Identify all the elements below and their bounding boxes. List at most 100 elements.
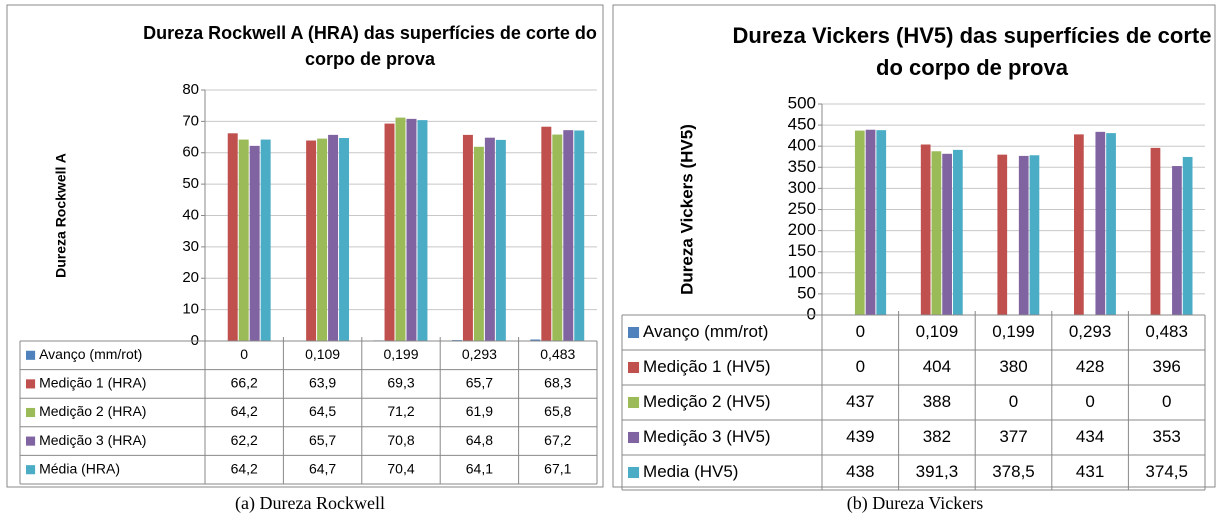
chart-frame bbox=[612, 4, 1216, 488]
legend-label: Medição 1 (HRA) bbox=[39, 375, 146, 391]
table-cell: 66,2 bbox=[231, 375, 258, 391]
y-tick-label: 30 bbox=[182, 238, 199, 255]
table-cell: 396 bbox=[1153, 357, 1181, 376]
table-cell: 378,5 bbox=[992, 462, 1035, 481]
bar bbox=[942, 153, 952, 315]
table-cell: 67,1 bbox=[544, 460, 571, 476]
legend-key bbox=[26, 350, 36, 360]
bar bbox=[1029, 155, 1040, 315]
legend-label: Media (HV5) bbox=[643, 462, 738, 481]
table-cell: 374,5 bbox=[1145, 462, 1188, 481]
table-cell: 65,7 bbox=[309, 432, 336, 448]
chart-frame bbox=[6, 4, 604, 488]
table-cell: 0,109 bbox=[305, 346, 340, 362]
bar bbox=[931, 151, 942, 315]
table-cell: 0 bbox=[1009, 392, 1018, 411]
table-cell: 0 bbox=[1085, 392, 1094, 411]
bar bbox=[462, 134, 473, 341]
table-cell: 64,5 bbox=[309, 403, 336, 419]
bar bbox=[541, 126, 552, 342]
bar bbox=[1172, 166, 1182, 315]
bar bbox=[260, 139, 271, 341]
table-cell: 0 bbox=[1162, 392, 1171, 411]
bar bbox=[530, 339, 541, 341]
table-cell: 0,293 bbox=[1069, 322, 1112, 341]
bar bbox=[317, 138, 328, 341]
bar bbox=[1018, 155, 1029, 315]
legend-key bbox=[26, 379, 36, 389]
y-tick-label: 450 bbox=[788, 115, 816, 134]
bar bbox=[328, 134, 339, 341]
y-tick-label: 400 bbox=[788, 136, 816, 155]
legend-label: Medição 3 (HRA) bbox=[39, 432, 146, 448]
y-tick-label: 0 bbox=[191, 332, 199, 349]
bar bbox=[406, 118, 417, 342]
table-cell: 437 bbox=[846, 392, 874, 411]
y-axis-label: Dureza Vickers (HV5) bbox=[677, 124, 696, 295]
bar bbox=[876, 130, 887, 315]
y-tick-label: 50 bbox=[797, 283, 816, 302]
bar bbox=[952, 149, 963, 315]
table-cell: 353 bbox=[1153, 427, 1181, 446]
legend-label: Medição 2 (HRA) bbox=[39, 403, 146, 419]
y-tick-label: 200 bbox=[788, 220, 816, 239]
table-cell: 0,483 bbox=[1145, 322, 1188, 341]
bar bbox=[417, 120, 428, 342]
table-cell: 0,109 bbox=[916, 322, 959, 341]
table-cell: 0 bbox=[240, 346, 248, 362]
table-cell: 64,2 bbox=[231, 460, 258, 476]
bar bbox=[495, 139, 506, 341]
bar bbox=[484, 137, 495, 341]
caption: (b) Dureza Vickers bbox=[847, 493, 984, 514]
table-cell: 0,483 bbox=[540, 346, 575, 362]
legend-key bbox=[628, 396, 640, 409]
legend-label: Avanço (mm/rot) bbox=[643, 322, 768, 341]
legend-label: Média (HRA) bbox=[39, 460, 120, 476]
caption: (a) Dureza Rockwell bbox=[235, 493, 385, 514]
legend-key bbox=[628, 466, 640, 479]
table-cell: 438 bbox=[846, 462, 874, 481]
y-tick-label: 20 bbox=[182, 269, 199, 286]
bar bbox=[306, 140, 317, 341]
chart-title: Dureza Rockwell A (HRA) das superfícies … bbox=[143, 23, 597, 70]
y-tick-label: 80 bbox=[182, 81, 199, 98]
bar bbox=[865, 129, 876, 315]
bar bbox=[1106, 133, 1116, 315]
table-cell: 64,7 bbox=[309, 460, 336, 476]
table-cell: 382 bbox=[923, 427, 951, 446]
bar bbox=[997, 154, 1008, 315]
y-tick-label: 50 bbox=[182, 175, 199, 192]
bar bbox=[1150, 147, 1161, 315]
table-cell: 434 bbox=[1076, 427, 1104, 446]
table-cell: 0 bbox=[856, 357, 865, 376]
table-cell: 428 bbox=[1076, 357, 1104, 376]
y-tick-label: 500 bbox=[788, 93, 816, 112]
table-cell: 62,2 bbox=[231, 432, 258, 448]
bar bbox=[563, 130, 574, 341]
table-cell: 0 bbox=[856, 322, 865, 341]
table-cell: 71,2 bbox=[387, 403, 414, 419]
legend-label: Medição 2 (HV5) bbox=[643, 392, 771, 411]
table-cell: 439 bbox=[846, 427, 874, 446]
bar bbox=[238, 139, 249, 341]
table-cell: 70,4 bbox=[387, 460, 414, 476]
bar bbox=[1182, 156, 1193, 315]
legend-key bbox=[628, 431, 640, 444]
y-tick-label: 0 bbox=[807, 304, 816, 323]
bar bbox=[1074, 134, 1084, 315]
legend-key bbox=[628, 326, 640, 339]
legend-label: Medição 1 (HV5) bbox=[643, 357, 771, 376]
table-cell: 0,293 bbox=[462, 346, 497, 362]
chart-title: Dureza Vickers (HV5) das superfícies de … bbox=[732, 23, 1212, 80]
table-cell: 380 bbox=[999, 357, 1027, 376]
legend-label: Avanço (mm/rot) bbox=[39, 346, 142, 362]
table-cell: 64,8 bbox=[466, 432, 493, 448]
y-tick-label: 250 bbox=[788, 199, 816, 218]
y-tick-label: 10 bbox=[182, 301, 199, 318]
bar bbox=[227, 133, 238, 341]
table-cell: 64,2 bbox=[231, 403, 258, 419]
table-cell: 0,199 bbox=[383, 346, 418, 362]
bar bbox=[854, 130, 865, 315]
